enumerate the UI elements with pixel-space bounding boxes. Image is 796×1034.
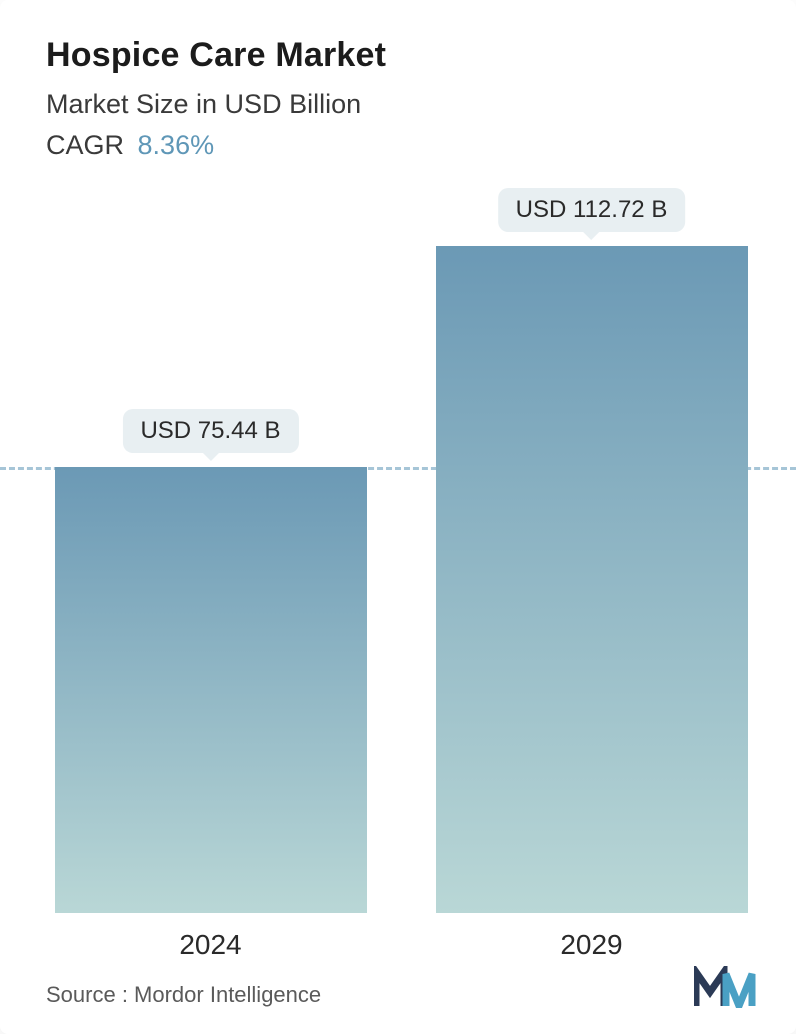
- bars-container: USD 75.44 B USD 112.72 B: [46, 203, 756, 913]
- cagr-value: 8.36%: [138, 130, 215, 160]
- chart-area: USD 75.44 B USD 112.72 B: [46, 203, 756, 913]
- cagr-row: CAGR 8.36%: [46, 130, 756, 161]
- subtitle: Market Size in USD Billion: [46, 89, 756, 120]
- bar-0: [55, 467, 367, 913]
- market-chart-card: Hospice Care Market Market Size in USD B…: [0, 0, 796, 1034]
- bar-col-1: USD 112.72 B: [436, 203, 748, 913]
- bar-col-0: USD 75.44 B: [55, 203, 367, 913]
- footer: Source : Mordor Intelligence: [46, 966, 756, 1008]
- xlabel-0: 2024: [55, 929, 367, 961]
- x-axis-labels: 2024 2029: [46, 913, 756, 961]
- cagr-label: CAGR: [46, 130, 124, 160]
- value-pill-1: USD 112.72 B: [498, 188, 686, 232]
- source-text: Source : Mordor Intelligence: [46, 982, 321, 1008]
- page-title: Hospice Care Market: [46, 36, 756, 75]
- bar-1: [436, 246, 748, 913]
- brand-logo-icon: [694, 966, 756, 1008]
- value-pill-0: USD 75.44 B: [122, 409, 298, 453]
- xlabel-1: 2029: [436, 929, 748, 961]
